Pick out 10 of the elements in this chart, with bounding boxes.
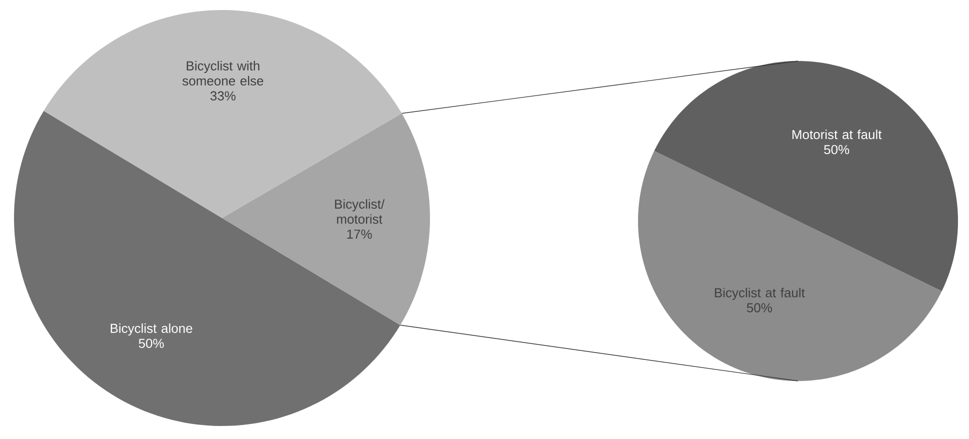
data-label: 50%: [138, 338, 164, 348]
data-label: 50%: [824, 144, 850, 154]
slice-label: Bicyclist at fault: [714, 288, 805, 300]
slice-label: Bicyclist with someone else: [182, 60, 264, 86]
data-label: 17%: [347, 230, 372, 239]
slice-label: Bicyclist alone: [110, 323, 192, 336]
data-label: 50%: [746, 303, 772, 312]
slice-label: Motorist at fault: [792, 130, 882, 140]
data-label: 33%: [210, 91, 236, 100]
slice-label: Bicyclist/ motorist: [335, 199, 385, 224]
